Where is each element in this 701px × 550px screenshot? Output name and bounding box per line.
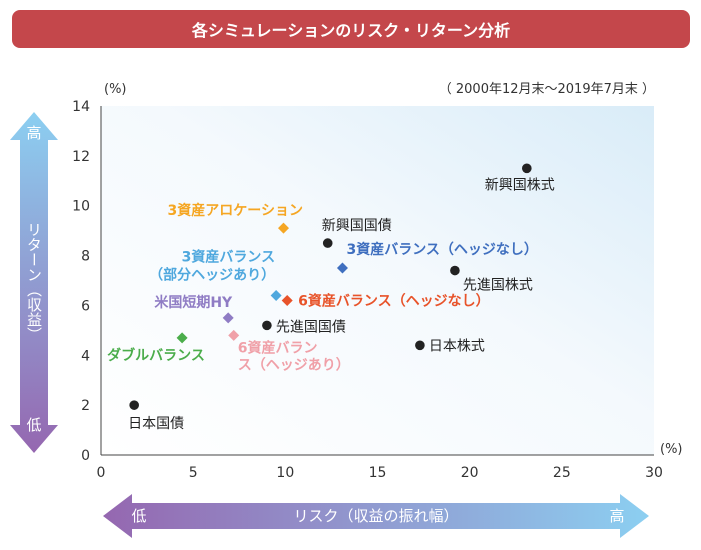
x-unit-label: (%) xyxy=(660,442,683,457)
x-tick-labels: 0 5 10 15 20 25 30 xyxy=(97,465,663,481)
risk-axis-label: リスク（収益の振れ幅） xyxy=(293,507,458,525)
y-tick-label: 2 xyxy=(81,398,90,414)
risk-high-label: 高 xyxy=(609,507,624,525)
chart-title: 各シミュレーションのリスク・リターン分析 xyxy=(191,21,511,40)
point-marker xyxy=(336,262,348,274)
x-tick-label: 15 xyxy=(369,465,387,481)
point-marker xyxy=(322,238,333,248)
point-marker xyxy=(270,289,282,301)
point-marker xyxy=(281,294,293,306)
risk-low-label: 低 xyxy=(131,507,146,525)
x-tick-label: 5 xyxy=(189,465,198,481)
point-label: 新興国株式 xyxy=(485,177,555,193)
x-tick-label: 0 xyxy=(97,465,106,481)
point-label: 新興国国債 xyxy=(322,218,392,234)
point-marker xyxy=(176,332,188,344)
x-tick-label: 10 xyxy=(276,465,294,481)
point-label: ダブルバランス xyxy=(107,347,205,364)
x-tick-label: 25 xyxy=(553,465,571,481)
x-tick-label: 20 xyxy=(461,465,479,481)
y-tick-label: 4 xyxy=(81,348,90,364)
point-label: 3資産バランス（部分ヘッジあり） xyxy=(149,248,275,283)
point-marker xyxy=(228,329,240,341)
chart-title-banner: 各シミュレーションのリスク・リターン分析 xyxy=(12,10,690,48)
risk-arrow-shape xyxy=(103,494,649,538)
point-label: 先進国株式 xyxy=(463,278,533,294)
point-label: 日本株式 xyxy=(429,338,485,354)
y-tick-label: 14 xyxy=(72,99,90,115)
y-tick-label: 12 xyxy=(72,149,90,165)
risk-arrow: 低 高 リスク（収益の振れ幅） xyxy=(103,494,649,538)
y-tick-label: 10 xyxy=(72,199,90,215)
y-tick-label: 8 xyxy=(81,249,90,265)
point-marker xyxy=(262,320,272,331)
point-marker xyxy=(129,400,139,410)
plot-area xyxy=(101,106,654,455)
return-arrow: 高 低 リターン（収益） xyxy=(10,112,58,453)
point-label: 6資産バランス（ヘッジあり） xyxy=(238,339,350,373)
x-tick-label: 30 xyxy=(645,465,663,481)
point-label: 日本国債 xyxy=(128,416,184,432)
return-axis-label: リターン（収益） xyxy=(25,222,43,342)
y-tick-labels: 0 2 4 6 8 10 12 14 xyxy=(72,99,90,464)
return-high-label: 高 xyxy=(26,124,41,142)
point-label: 6資産バランス（ヘッジなし） xyxy=(298,292,489,309)
y-tick-label: 6 xyxy=(81,298,90,314)
point-marker xyxy=(415,340,425,351)
point-marker xyxy=(277,222,289,234)
point-marker xyxy=(450,265,460,276)
return-arrow-shape xyxy=(10,112,58,453)
y-tick-label: 0 xyxy=(81,448,90,464)
period-label: （ 2000年12月末～2019年7月末 ） xyxy=(439,82,655,97)
point-marker xyxy=(522,163,532,174)
point-marker xyxy=(222,312,234,324)
y-unit-label: (%) xyxy=(104,82,127,97)
point-label: 米国短期HY xyxy=(154,294,233,311)
point-label: 3資産アロケーション xyxy=(167,202,302,219)
point-label: 先進国国債 xyxy=(276,319,346,335)
data-points xyxy=(129,163,532,410)
return-low-label: 低 xyxy=(26,416,41,434)
point-label: 3資産バランス（ヘッジなし） xyxy=(346,241,537,258)
